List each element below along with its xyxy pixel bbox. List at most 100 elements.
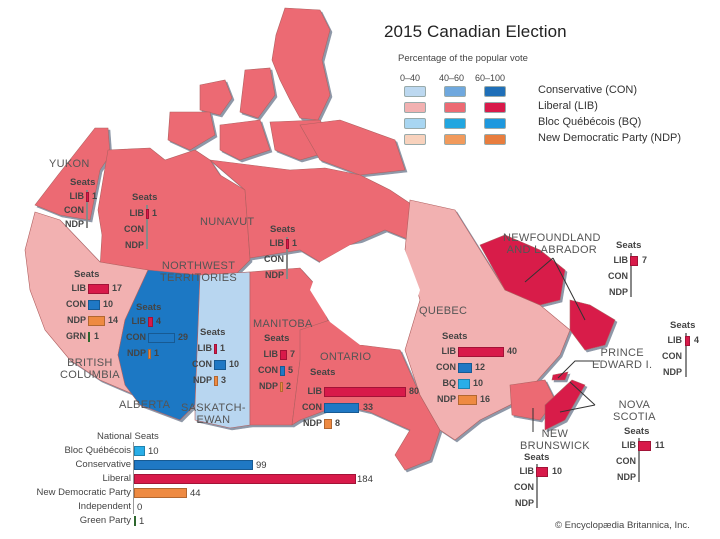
region-label-saskatchewan: SASKATCH- EWAN [181,402,246,426]
seat-value: 1 [220,343,226,353]
seats-header: Seats [442,331,468,342]
party-label: NDP [258,381,278,391]
chart-axis [133,442,134,514]
seats-header: Seats [310,367,336,378]
party-label: CON [258,365,278,375]
party-label: NDP [436,394,456,404]
seat-bar [214,376,218,386]
region-label-nwt: NORTHWEST TERRITORIES [160,260,238,284]
seat-bar [324,419,332,429]
national-value-lib: 184 [357,474,373,485]
seat-value: 5 [288,365,294,375]
seat-bar [146,209,149,219]
seat-axis [86,190,88,228]
region-label-nunavut: NUNAVUT [200,216,255,228]
seat-value: 7 [290,349,296,359]
national-bar-grn [134,516,136,526]
swatch-lib-high [484,102,506,113]
national-bar-con [134,460,253,470]
region-label-manitoba: MANITOBA [253,318,313,330]
seat-value: 14 [108,315,119,325]
seat-bar [458,363,472,373]
seat-value: 4 [694,335,700,345]
national-row-grn: Green Party [79,515,131,526]
seat-value: 8 [335,418,341,428]
seat-bar [280,382,283,392]
seat-value: 1 [152,208,158,218]
seat-value: 4 [156,316,162,326]
seat-bar [685,336,690,346]
seat-value: 80 [409,386,420,396]
seats-header: Seats [270,224,296,235]
map-title: 2015 Canadian Election [384,22,567,41]
party-label: LIB [269,238,285,248]
national-value-ndp: 44 [190,488,201,499]
national-value-ind: 0 [137,502,143,513]
legend-range-high: 60–100 [475,73,506,83]
party-label: CON [64,205,84,215]
seat-bar [458,379,470,389]
seat-bar [280,350,287,360]
party-label: LIB [69,191,85,201]
region-label-newfoundland: NEWFOUNDLAND AND LABRADOR [503,232,601,256]
legend-subtitle: Percentage of the popular vote [398,53,528,64]
legend-label-con: Conservative (CON) [538,84,638,96]
swatch-bq-mid [444,118,466,129]
party-label: NDP [64,219,84,229]
seat-axis [630,253,632,297]
seat-bar [324,403,359,413]
seat-value: 10 [473,378,484,388]
seats-header: Seats [624,426,650,437]
national-value-con: 99 [256,460,267,471]
region-label-pei: PRINCE EDWARD I. [592,347,653,371]
region-label-nova-scotia: NOVA SCOTIA [613,399,656,423]
seats-header: Seats [524,452,550,463]
party-label: CON [616,456,636,466]
region-label-bc: BRITISH COLUMBIA [60,357,120,381]
party-label: LIB [197,343,213,353]
party-label: NDP [124,240,144,250]
national-bar-ndp [134,488,187,498]
party-label: CON [192,359,212,369]
seat-value: 16 [480,394,491,404]
seats-header: Seats [264,333,290,344]
legend-label-ndp: New Democratic Party (NDP) [538,132,682,144]
national-row-lib: Liberal [102,473,131,484]
party-label: LIB [131,316,147,326]
party-label: NDP [616,472,636,482]
seat-bar [638,441,651,451]
seat-value: 1 [292,238,298,248]
seat-value: 17 [112,283,123,293]
national-value-grn: 1 [139,516,145,527]
seat-value: 7 [642,255,648,265]
party-label: LIB [441,346,457,356]
seat-axis [536,464,538,508]
swatch-con-low [404,86,426,97]
swatch-bq-high [484,118,506,129]
seat-value: 1 [154,348,160,358]
seat-bar [148,333,175,343]
seat-value: 10 [229,359,240,369]
seats-header: Seats [670,320,696,331]
seat-bar [88,300,100,310]
seat-axis [685,333,687,377]
party-label: NDP [514,498,534,508]
region-label-quebec: QUEBEC [419,305,468,317]
copyright-notice: © Encyclopædia Britannica, Inc. [555,520,690,531]
seat-value: 3 [221,375,227,385]
legend-range-mid: 40–60 [439,73,465,83]
seat-value: 12 [475,362,486,372]
swatch-con-high [484,86,506,97]
party-label: LIB [621,440,637,450]
party-label: BQ [442,378,457,388]
national-row-con: Conservative [75,459,131,470]
seat-bar [88,316,105,326]
seat-bar [324,387,406,397]
party-label: CON [302,402,322,412]
seats-header: Seats [200,327,226,338]
party-label: CON [662,351,682,361]
region-label-alberta: ALBERTA [119,399,171,411]
seat-value: 10 [103,299,114,309]
seat-bar [536,467,548,477]
